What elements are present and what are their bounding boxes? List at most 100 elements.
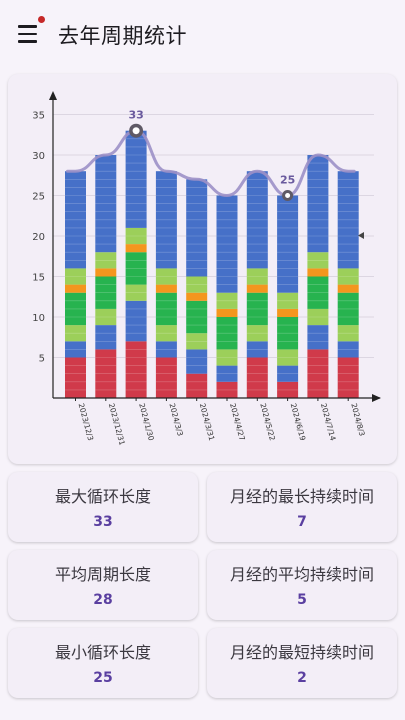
y-tick-label: 10 [32, 313, 45, 324]
bar-segment-light-green [246, 325, 268, 342]
x-tick-label: 2024/7/14 [319, 402, 338, 442]
bar-segment-orange [307, 268, 329, 277]
bar-segment-light-green [186, 276, 208, 293]
stat-label: 平均周期长度 [54, 565, 151, 584]
x-tick-label: 2024/3/3 [167, 402, 184, 437]
bar-segment-light-green [277, 292, 299, 309]
y-tick-label: 20 [32, 232, 45, 243]
menu-button[interactable] [12, 18, 46, 50]
bar-segment-blue [65, 171, 86, 269]
bar-segment-blue [125, 130, 147, 228]
page-title: 去年周期统计 [58, 24, 187, 48]
bar-segment-blue [216, 195, 238, 293]
stat-label: 月经的最长持续时间 [229, 487, 374, 506]
bar-segment-light-green [307, 252, 329, 269]
bar-segment-red [95, 349, 117, 398]
highlight-value-label: 33 [128, 109, 143, 122]
bar-segment-red [307, 349, 329, 398]
highlight-value-label: 25 [280, 174, 295, 187]
stat-card-average-period[interactable]: 月经的平均持续时间 5 [207, 550, 397, 620]
bar-segment-orange [246, 284, 268, 293]
bar-segment-light-green [277, 349, 299, 366]
y-tick-label: 15 [32, 273, 45, 284]
bar-segment-orange [95, 268, 117, 277]
cycle-chart-card: 5 10 15 20 25 30 35 33 25 2023/12/3 2023/12/31 2024… [8, 74, 397, 464]
cycle-bar-chart[interactable]: 5 10 15 20 25 30 35 33 25 2023/12/3 2023/12/31 2024… [8, 74, 397, 464]
bar-segment-light-green [125, 284, 147, 301]
bar-segment-blue [186, 349, 208, 374]
app-bar: 去年周期统计 [0, 0, 405, 72]
stat-value: 5 [297, 592, 307, 608]
x-tick-label: 2024/3/31 [198, 402, 217, 442]
bar-segment-green [125, 252, 147, 285]
bar-segment-orange [337, 284, 359, 293]
bar-segment-blue [307, 325, 329, 350]
bar-segment-orange [155, 284, 177, 293]
stat-label: 最大循环长度 [54, 487, 151, 506]
stat-card-longest-period[interactable]: 月经的最长持续时间 7 [207, 472, 397, 542]
bar-segment-light-green [246, 268, 268, 285]
stat-card-average-cycle[interactable]: 平均周期长度 28 [8, 550, 198, 620]
x-tick-label: 2024/5/22 [258, 402, 277, 442]
scroll-indicator-icon [358, 232, 364, 239]
stat-card-shortest-period[interactable]: 月经的最短持续时间 2 [207, 628, 397, 698]
x-tick-label: 2024/4/27 [228, 402, 247, 442]
bar-segment-light-green [95, 308, 117, 326]
bar-segment-blue [307, 155, 329, 253]
bar-segment-red [216, 381, 238, 398]
bar-segment-blue [216, 365, 238, 382]
bar-segment-blue [246, 171, 268, 269]
bar-segment-blue [95, 325, 117, 350]
y-tick-label: 5 [39, 354, 45, 365]
stat-value: 2 [297, 670, 307, 686]
bar-segment-blue [186, 179, 208, 277]
bar-segment-blue [155, 171, 177, 269]
y-tick-label: 25 [32, 192, 45, 203]
stat-label: 最小循环长度 [54, 643, 151, 662]
bar-segment-red [337, 357, 359, 398]
x-tick-label: 2023/12/3 [77, 402, 96, 442]
bar-segment-blue [337, 341, 359, 358]
stat-label: 月经的最短持续时间 [229, 643, 374, 662]
stat-value: 7 [297, 514, 307, 530]
bar-segment-red [65, 357, 86, 398]
bar-segment-blue [337, 171, 359, 269]
bar-segment-red [277, 381, 299, 398]
bar-segment-light-green [155, 325, 177, 342]
y-axis-arrow [49, 91, 57, 100]
hamburger-menu-icon [18, 25, 37, 28]
x-tick-label: 2024/6/19 [289, 402, 308, 442]
x-tick-label: 2023/12/31 [107, 402, 127, 446]
trend-line [66, 129, 356, 198]
bar-segment-light-green [65, 325, 86, 342]
bar-segment-light-green [125, 227, 147, 245]
stat-value: 25 [93, 670, 113, 686]
bar-segment-light-green [216, 292, 238, 309]
bar-segment-green [307, 276, 329, 309]
stat-card-max-cycle[interactable]: 最大循环长度 33 [8, 472, 198, 542]
bar-segment-blue [95, 155, 117, 253]
bar-segment-green [216, 317, 238, 350]
bar-segment-blue [277, 365, 299, 382]
hamburger-menu-icon-line [18, 32, 37, 36]
bar-segment-green [246, 292, 268, 326]
bar-segment-light-green [65, 268, 86, 285]
bar-segment-orange [125, 244, 147, 253]
bar-segment-light-green [307, 308, 329, 326]
bar-segment-light-green [155, 268, 177, 285]
bar-segment-blue [155, 341, 177, 358]
x-axis-arrow [372, 394, 381, 402]
bar-segment-blue [246, 341, 268, 358]
bar-segment-orange [186, 292, 208, 301]
bar-segment-red [125, 341, 147, 398]
x-tick-label: 2024/8/3 [349, 402, 366, 437]
bar-segment-light-green [337, 325, 359, 342]
bar-segment-blue [125, 300, 147, 342]
bar-segment-red [186, 373, 208, 398]
bar-segment-green [277, 317, 299, 350]
stat-card-min-cycle[interactable]: 最小循环长度 25 [8, 628, 198, 698]
stat-label: 月经的平均持续时间 [229, 565, 374, 584]
bar-segment-orange [216, 308, 238, 317]
y-tick-label: 30 [32, 151, 45, 162]
highlight-marker-inner [285, 193, 291, 198]
